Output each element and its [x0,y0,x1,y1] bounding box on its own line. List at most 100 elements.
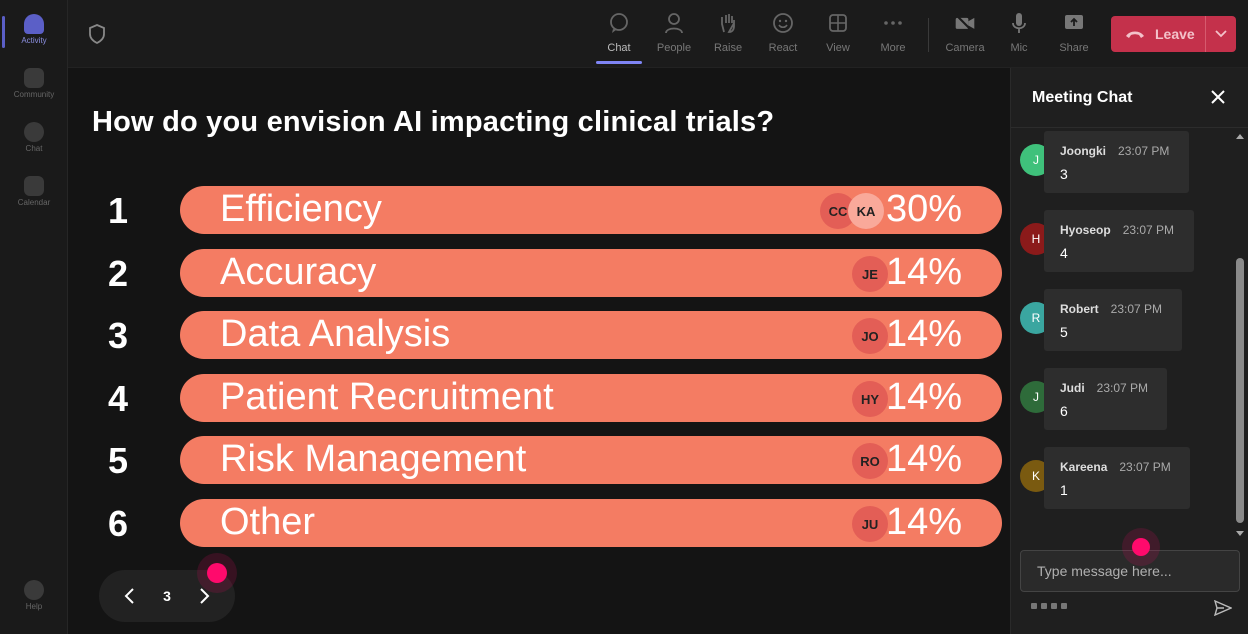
leave-dropdown[interactable] [1206,30,1236,38]
leave-main[interactable]: Leave [1111,16,1206,52]
option-bar: Accuracy JE 14% [180,249,1002,297]
emoji-icon[interactable] [1051,603,1057,609]
grid-icon [827,12,849,34]
toolbar-camera-button[interactable]: Camera [940,12,990,60]
message-text: 6 [1060,403,1068,419]
option-bar: Risk Management RO 14% [180,436,1002,484]
rail-item-calendar[interactable]: Calendar [0,170,68,220]
page-number: 3 [163,588,171,604]
scrollbar-thumb[interactable] [1236,258,1244,523]
people-icon [663,12,685,34]
message-time: 23:07 PM [1110,302,1163,316]
poll-option-row: 1 Efficiency CC KA 30% [92,186,1004,234]
chevron-right-icon[interactable] [199,587,211,605]
rail-item-chat[interactable]: Chat [0,116,68,166]
scroll-down-icon[interactable] [1236,530,1244,538]
message-bubble: Hyoseop 23:07 PM 4 [1044,210,1194,272]
rail-item-community[interactable]: Community [0,62,68,112]
chevron-down-icon [1215,30,1227,38]
toolbar-people-button[interactable]: People [649,12,699,60]
option-percent: 14% [885,251,962,293]
sender-name: Robert [1060,302,1099,316]
toolbar-react-button[interactable]: React [758,12,808,60]
toolbar-chat-button[interactable]: Chat [594,12,644,64]
rail-item-help[interactable]: Help [0,574,68,624]
toolbar-raise-button[interactable]: Raise [703,12,753,60]
chat-scrollbar[interactable] [1232,128,1248,544]
chat-icon [608,12,630,34]
toolbar-label: React [768,42,798,54]
poll-option-row: 3 Data Analysis JO 14% [92,311,1004,359]
close-icon[interactable] [1209,88,1227,106]
share-icon [1063,12,1085,34]
option-bar: Other JU 14% [180,499,1002,547]
toolbar-label: More [880,42,906,54]
leave-label: Leave [1155,26,1195,42]
poll-option-row: 5 Risk Management RO 14% [92,436,1004,484]
hand-icon [717,12,739,34]
avatar-initial: H [1031,232,1041,246]
chat-title: Meeting Chat [1032,89,1133,106]
gif-icon[interactable] [1061,603,1067,609]
meeting-toolbar: Chat People Raise React View [68,0,1248,68]
message-time: 23:07 PM [1119,460,1171,474]
compose-toolbar [1031,603,1067,609]
send-icon[interactable] [1214,600,1232,616]
voter-avatar: JU [852,506,888,542]
pointer-indicator [1132,538,1150,556]
rail-label: Chat [25,144,43,153]
mic-icon [1008,12,1030,34]
toolbar-view-button[interactable]: View [813,12,863,60]
toolbar-label: Camera [945,42,985,54]
voter-avatar: HY [852,381,888,417]
chevron-left-icon[interactable] [123,587,135,605]
option-label: Accuracy [220,251,377,293]
chat-header: Meeting Chat [1011,68,1248,128]
option-number: 4 [108,378,129,419]
sender-name: Judi [1060,381,1085,395]
leave-button[interactable]: Leave [1111,16,1236,52]
voter-avatar: JE [852,256,888,292]
voter-avatar: CC [820,193,856,229]
option-percent: 14% [885,501,962,543]
shield-icon [89,24,105,44]
toolbar-label: Raise [713,42,743,54]
option-bar: Data Analysis JO 14% [180,311,1002,359]
message-text: 3 [1060,166,1068,182]
message-input[interactable] [1020,550,1240,592]
option-label: Patient Recruitment [220,376,554,418]
poll-stage: How do you envision AI impacting clinica… [68,68,1010,634]
rail-label: Calendar [17,198,51,207]
toolbar-more-button[interactable]: More [868,12,918,60]
option-bar: Patient Recruitment HY 14% [180,374,1002,422]
option-percent: 30% [885,188,962,230]
camera-off-icon [954,12,976,34]
poll-option-row: 2 Accuracy JE 14% [92,249,1004,297]
message-text: 5 [1060,324,1068,340]
smiley-icon [772,12,794,34]
hang-up-icon [1126,31,1144,38]
rail-item-activity[interactable]: Activity [0,8,68,58]
avatar-initial: K [1031,469,1040,483]
avatar-initial: J [1033,390,1039,404]
option-number: 3 [108,315,129,356]
app-rail: Activity Community Chat Calendar Help [0,0,68,634]
voter-avatar: RO [852,443,888,479]
poll-option-row: 4 Patient Recruitment HY 14% [92,374,1004,422]
chat-icon [24,122,44,142]
message-bubble: Judi 23:07 PM 6 [1044,368,1167,430]
option-percent: 14% [885,438,962,480]
message-bubble: Robert 23:07 PM 5 [1044,289,1182,351]
option-number: 1 [108,190,129,231]
message-text: 4 [1060,245,1068,261]
help-icon [24,580,44,600]
toolbar-share-button[interactable]: Share [1049,12,1099,60]
poll-question: How do you envision AI impacting clinica… [92,106,775,138]
scroll-up-icon[interactable] [1236,132,1244,140]
format-icon[interactable] [1031,603,1037,609]
toolbar-label: View [826,42,850,54]
message-time: 23:07 PM [1122,223,1175,237]
toolbar-mic-button[interactable]: Mic [994,12,1044,60]
attach-icon[interactable] [1041,603,1047,609]
